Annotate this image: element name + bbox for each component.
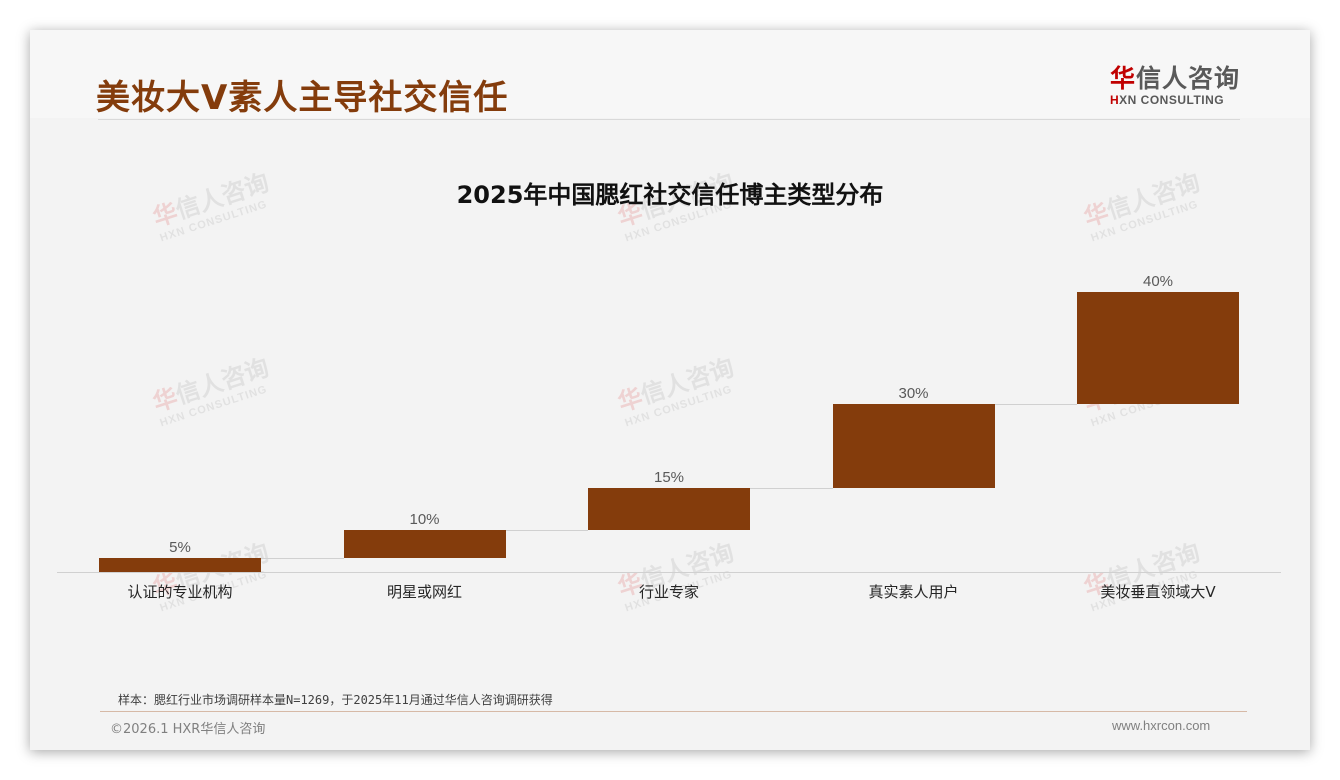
- waterfall-chart: 5% 认证的专业机构 10% 明星或网红 15% 行业专家 30% 真实素人用户 40% 美妆垂直…: [30, 30, 1310, 750]
- bar-value-label: 40%: [1142, 273, 1174, 290]
- connector-line: [750, 488, 833, 489]
- logo-en-text: XN CONSULTING: [1119, 93, 1225, 107]
- bar-1: [343, 530, 506, 558]
- website-link[interactable]: www.hxrcon.com: [1112, 718, 1211, 733]
- header-band: [30, 30, 1310, 118]
- connector-line: [505, 530, 588, 531]
- bar-value-label: 10%: [409, 511, 440, 528]
- chart-title: 2025年中国腮红社交信任博主类型分布: [456, 181, 884, 209]
- logo-english: HXN CONSULTING: [1110, 93, 1242, 107]
- connector-line: [261, 558, 344, 559]
- bar-2: [588, 488, 750, 530]
- category-label: 真实素人用户: [868, 583, 959, 601]
- logo-mark: 华: [1110, 64, 1137, 93]
- bar-4: [1077, 292, 1239, 404]
- category-label: 认证的专业机构: [127, 583, 233, 601]
- sample-note: 样本：腮红行业市场调研样本量N=1269，于2025年11月通过华信人咨询调研获…: [118, 693, 553, 707]
- copyright: ©2026.1 HXR华信人咨询: [110, 722, 266, 737]
- category-label: 美妆垂直领域大V: [1100, 583, 1216, 601]
- bar-value-label: 30%: [898, 385, 929, 402]
- page-title: 美妆大V素人主导社交信任: [96, 78, 509, 118]
- logo-text: 信人咨询: [1136, 64, 1241, 93]
- x-axis-line: [57, 572, 1281, 573]
- bar-value-label: 15%: [653, 469, 685, 486]
- brand-logo: 华信人咨询 HXN CONSULTING: [1110, 64, 1242, 107]
- bar-3: [832, 404, 995, 488]
- logo-chinese: 华信人咨询: [1110, 64, 1242, 94]
- connector-line: [994, 404, 1077, 405]
- category-label: 明星或网红: [386, 583, 462, 601]
- title-divider: [98, 119, 1240, 120]
- bar-value-label: 5%: [169, 539, 191, 556]
- category-label: 行业专家: [638, 583, 699, 601]
- bar-0: [99, 558, 261, 572]
- logo-en-mark: H: [1110, 93, 1120, 107]
- slide: 美妆大V素人主导社交信任 华信人咨询 HXN CONSULTING 华信人咨询 H…: [30, 30, 1310, 750]
- footer-divider: [100, 711, 1247, 712]
